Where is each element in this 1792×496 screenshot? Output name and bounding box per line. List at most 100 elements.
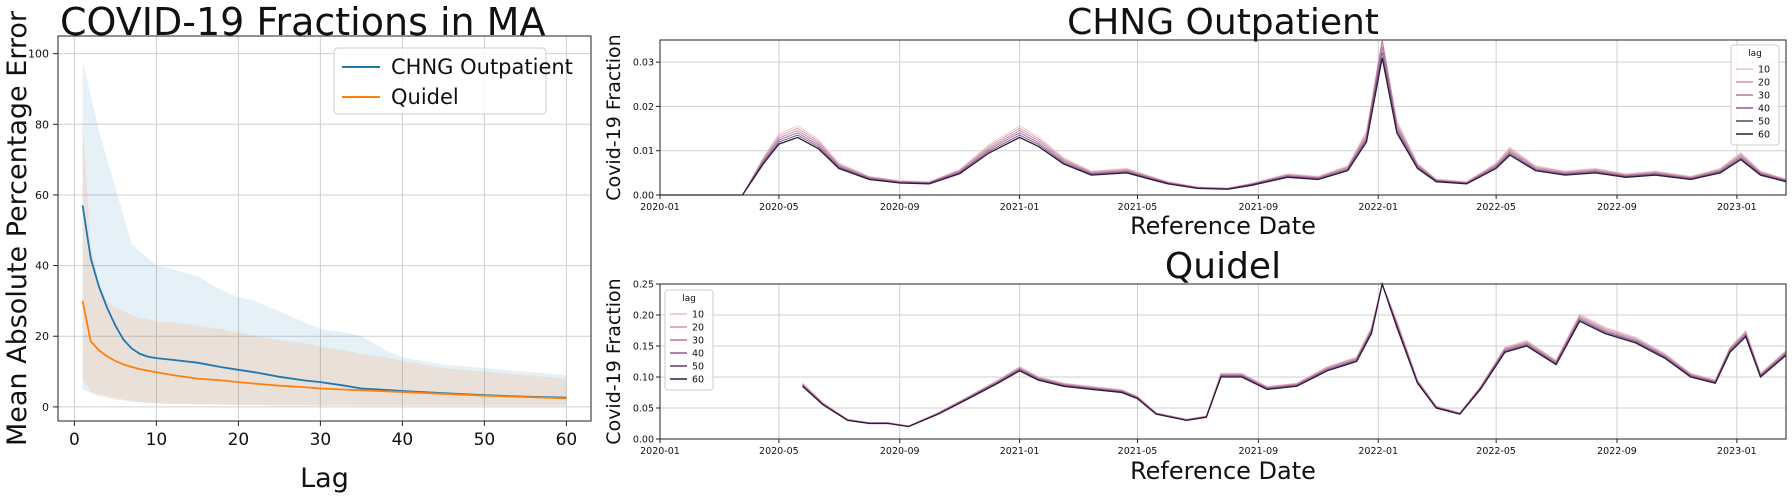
br-y-tick-label: 0.25	[633, 280, 654, 291]
br-y-tick-label: 0.00	[633, 435, 654, 446]
chng-lines	[660, 39, 1787, 196]
left-y-tick-label: 60	[35, 189, 49, 202]
left-legend-label: Quidel	[391, 85, 459, 109]
left-bands	[82, 60, 567, 406]
quidel-y-ticks: 0.00 0.05 0.10 0.15 0.20 0.25	[633, 280, 660, 446]
tr-y-tick-label: 0.02	[633, 102, 654, 113]
br-x-tick-label: 2022-01	[1358, 446, 1398, 457]
tr-x-tick-label: 2021-05	[1118, 202, 1158, 213]
tr-legend-label: 10	[1758, 65, 1770, 76]
br-legend-label: 10	[692, 310, 704, 321]
quidel-lines	[802, 281, 1787, 428]
left-lines	[81, 205, 567, 400]
tr-legend-label: 50	[1758, 117, 1770, 128]
br-x-tick-label: 2020-05	[759, 446, 799, 457]
left-x-tick-label: 0	[69, 430, 80, 450]
quidel-chart-title: Quidel	[1165, 246, 1281, 287]
tr-x-tick-label: 2023-01	[1717, 202, 1757, 213]
br-legend-label: 30	[692, 336, 704, 347]
br-x-tick-label: 2022-05	[1476, 446, 1516, 457]
tr-x-tick-label: 2022-05	[1476, 202, 1516, 213]
quidel-plot-frame	[659, 283, 1787, 440]
tr-x-tick-label: 2020-05	[759, 202, 799, 213]
br-x-tick-label: 2020-09	[880, 446, 920, 457]
br-legend-title: lag	[682, 294, 696, 304]
quidel-x-ticks: 2020-01 2020-05 2020-09 2021-01 2021-05 2021-…	[640, 439, 1757, 457]
chng-y-axis-label: Covid-19 Fraction	[603, 34, 625, 200]
tr-legend-label: 60	[1758, 130, 1770, 141]
tr-legend-label: 40	[1758, 104, 1770, 115]
br-y-tick-label: 0.10	[633, 373, 654, 384]
left-line-series-1	[81, 300, 567, 400]
br-y-tick-label: 0.05	[633, 404, 654, 415]
left-chart-title: COVID-19 Fractions in MA	[60, 0, 545, 44]
left-x-tick-label: 10	[146, 430, 168, 450]
tr-x-tick-label: 2020-09	[880, 202, 920, 213]
tr-y-tick-label: 0.03	[633, 58, 654, 69]
br-lag-line-40	[802, 282, 1787, 427]
quidel-x-axis-label: Reference Date	[1130, 457, 1316, 485]
tr-legend-label: 30	[1758, 91, 1770, 102]
br-legend-label: 60	[692, 375, 704, 386]
left-x-axis-label: Lag	[300, 463, 349, 494]
tr-x-tick-label: 2021-09	[1239, 202, 1279, 213]
quidel-y-axis-label: Covid-19 Fraction	[603, 278, 625, 444]
br-x-tick-label: 2023-01	[1717, 446, 1757, 457]
br-lag-line-30	[802, 282, 1787, 427]
br-x-tick-label: 2022-09	[1597, 446, 1637, 457]
quidel-chart: Quidel 2020-01 2020-05 2020-09 2021-01 2021-…	[603, 246, 1787, 485]
br-lag-line-10	[802, 282, 1787, 427]
tr-legend-box	[1730, 44, 1780, 146]
br-lag-line-20	[802, 282, 1787, 427]
chng-x-ticks: 2020-01 2020-05 2020-09 2021-01 2021-05 2021-…	[640, 195, 1757, 213]
left-band-series-0	[82, 60, 567, 406]
left-band-series-1	[82, 124, 567, 406]
br-x-tick-label: 2020-01	[640, 446, 680, 457]
br-x-tick-label: 2021-05	[1118, 446, 1158, 457]
left-line-series-0	[81, 205, 567, 399]
chng-x-axis-label: Reference Date	[1130, 212, 1316, 240]
chng-plot-frame	[659, 39, 1787, 196]
tr-x-tick-label: 2022-09	[1597, 202, 1637, 213]
chng-chart: CHNG Outpatient 2020-01 2020-05 2020-09 202…	[603, 2, 1787, 240]
left-x-tick-label: 30	[310, 430, 332, 450]
left-x-ticks: 0 10 20 30 40 50 60	[69, 421, 577, 450]
tr-x-tick-label: 2020-01	[640, 202, 680, 213]
left-legend-label: CHNG Outpatient	[391, 55, 573, 79]
chng-legend: lag 10 20 30 40 50 60	[1730, 44, 1780, 146]
br-x-tick-label: 2021-01	[1000, 446, 1040, 457]
chng-y-ticks: 0.00 0.01 0.02 0.03	[633, 58, 660, 202]
chng-chart-title: CHNG Outpatient	[1067, 2, 1379, 43]
left-y-axis-label: Mean Absolute Percentage Error	[2, 10, 33, 446]
br-lag-line-60	[802, 281, 1787, 428]
left-legend-box	[333, 47, 547, 115]
br-y-tick-label: 0.15	[633, 342, 654, 353]
br-legend-label: 40	[692, 349, 704, 360]
br-legend-label: 50	[692, 362, 704, 373]
left-legend: CHNG Outpatient Quidel	[333, 47, 573, 115]
left-x-tick-label: 60	[556, 430, 578, 450]
left-x-tick-label: 20	[228, 430, 250, 450]
left-y-ticks: 0 20 40 60 80 100	[28, 48, 58, 414]
tr-y-tick-label: 0.00	[633, 191, 654, 202]
left-y-tick-label: 80	[35, 118, 49, 131]
tr-legend-title: lag	[1748, 49, 1762, 59]
left-x-tick-label: 40	[392, 430, 414, 450]
tr-lag-line-60	[660, 57, 1787, 196]
tr-y-tick-label: 0.01	[633, 146, 654, 157]
tr-x-tick-label: 2022-01	[1358, 202, 1398, 213]
br-legend-box	[664, 289, 714, 391]
br-lag-line-50	[802, 282, 1787, 428]
br-y-tick-label: 0.20	[633, 311, 654, 322]
left-y-tick-label: 20	[35, 330, 49, 343]
br-legend-label: 20	[692, 323, 704, 334]
left-chart: COVID-19 Fractions in MA 0 10 20 30 40 50 60 0…	[2, 0, 592, 494]
left-y-tick-label: 0	[42, 401, 49, 414]
left-y-tick-label: 40	[35, 260, 49, 273]
tr-legend-label: 20	[1758, 78, 1770, 89]
tr-x-tick-label: 2021-01	[1000, 202, 1040, 213]
quidel-legend: lag 10 20 30 40 50 60	[664, 289, 714, 391]
br-x-tick-label: 2021-09	[1239, 446, 1279, 457]
left-x-tick-label: 50	[474, 430, 496, 450]
